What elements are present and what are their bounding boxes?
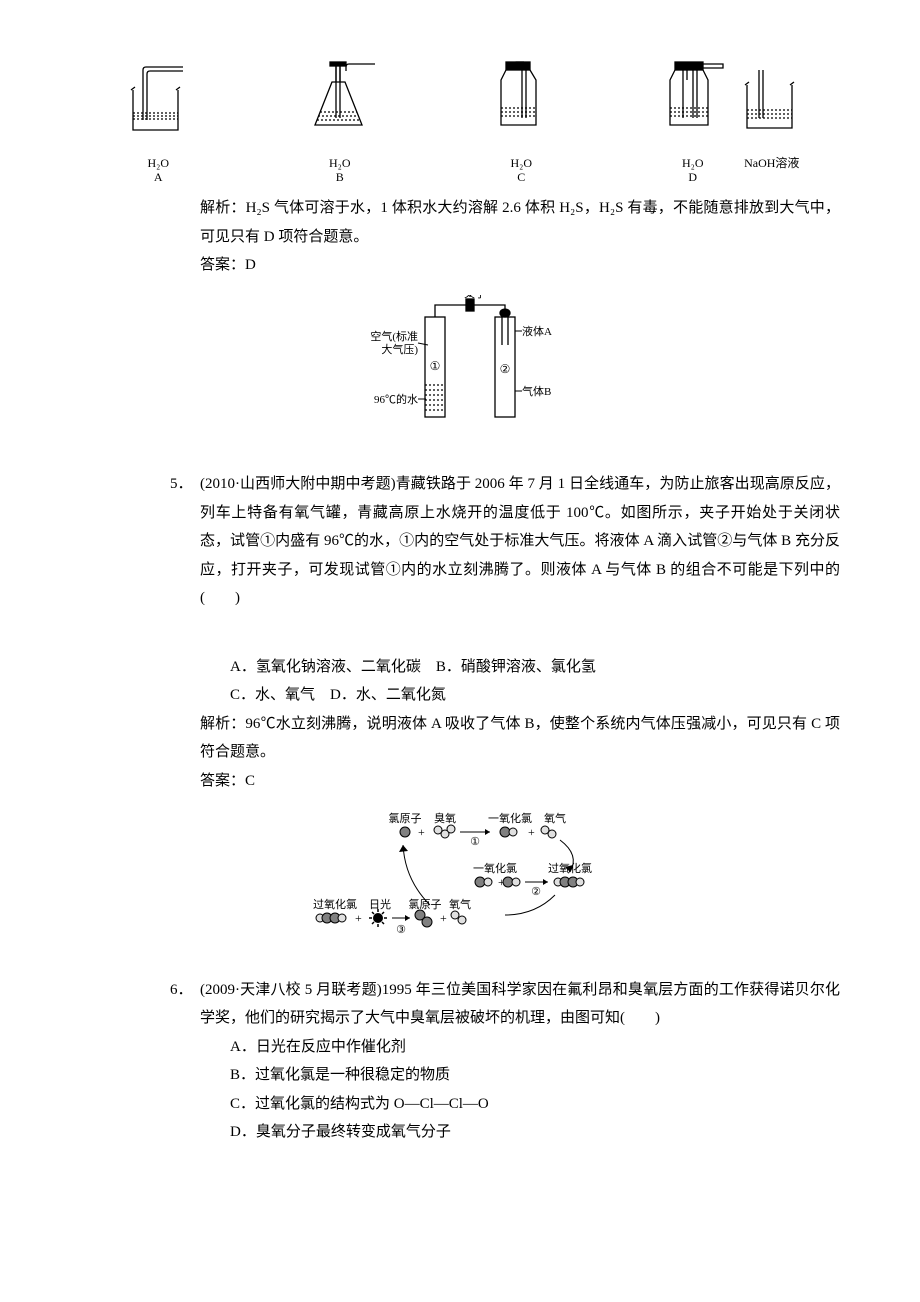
caption-d-right-pad (737, 170, 807, 184)
q5-optB: B．硝酸钾溶液、氯化氢 (436, 659, 596, 675)
caption-d-left-top: H₂O (653, 156, 733, 170)
q6-mid-r: 过氧化氯 (548, 861, 592, 875)
figure-q5: 夹子 空气(标准 大气压) ① 96℃的水 液体A ② 气体B (50, 295, 870, 456)
q6-bl3: 氯原子 (409, 897, 442, 911)
q5-water: 96℃的水 (374, 392, 418, 406)
q5: 5． (2010·山西师大附中期中考题)青藏铁路于 2006 年 7 月 1 日… (50, 470, 870, 613)
q6-optD: D．臭氧分子最终转变成氧气分子 (230, 1118, 840, 1147)
q5-air-l1: 空气(标准 (370, 329, 418, 343)
q5-num1: ① (430, 359, 441, 373)
beaker-d2-svg (737, 70, 807, 145)
caption-a-top: H₂O (113, 156, 203, 170)
bottle-d-svg (653, 60, 733, 145)
q6-mid-l: 一氧化氯 (473, 861, 517, 875)
q6-optB: B．过氧化氯是一种很稳定的物质 (230, 1061, 840, 1090)
svg-text:+: + (418, 825, 425, 839)
svg-text:+: + (528, 825, 535, 839)
answer-4: 答案：D (50, 251, 870, 280)
q6-top-r1: 一氧化氯 (488, 811, 532, 825)
apparatus-row: H₂O A H₂O B (70, 60, 850, 184)
q6-top-r2: 氧气 (544, 811, 566, 825)
apparatus-d: H₂O D NaOH溶液 (653, 60, 807, 184)
bottle-c-svg (476, 60, 566, 145)
q6-optC: C．过氧化氯的结构式为 O—Cl—Cl—O (230, 1090, 840, 1119)
q5-optD: D．水、二氧化氮 (330, 687, 446, 703)
q5-num: 5． (170, 470, 193, 499)
page: H₂O A H₂O B (0, 0, 920, 1302)
apparatus-a: H₂O A (113, 65, 203, 184)
svg-text:+: + (355, 911, 362, 925)
q5-air-l2: 大气压) (381, 342, 418, 356)
q6: 6． (2009·天津八校 5 月联考题)1995 年三位美国科学家因在氟利昂和… (50, 976, 870, 1033)
q5-text: (2010·山西师大附中期中考题)青藏铁路于 2006 年 7 月 1 日全线通… (200, 476, 840, 606)
caption-c-top: H₂O (476, 156, 566, 170)
caption-d-left-bottom: D (653, 170, 733, 184)
q6-text: (2009·天津八校 5 月联考题)1995 年三位美国科学家因在氟利昂和臭氧层… (200, 982, 840, 1027)
caption-c-bottom: C (476, 170, 566, 184)
q6-num: 6． (170, 976, 193, 1005)
q5-optA: A．氢氧化钠溶液、二氧化碳 (230, 659, 421, 675)
q6-top-mid: 臭氧 (434, 811, 456, 825)
q6-arrow3: ③ (396, 924, 406, 936)
q6-options: A．日光在反应中作催化剂 B．过氧化氯是一种很稳定的物质 C．过氧化氯的结构式为… (50, 1033, 870, 1147)
svg-text:+: + (440, 911, 447, 925)
q6-arrow1: ① (470, 836, 480, 848)
caption-a-bottom: A (113, 170, 203, 184)
q5-options: A．氢氧化钠溶液、二氧化碳 B．硝酸钾溶液、氯化氢 C．水、氧气 D．水、二氧化… (50, 653, 870, 710)
q5-svg: 夹子 空气(标准 大气压) ① 96℃的水 液体A ② 气体B (330, 295, 590, 445)
q6-bl4: 氧气 (449, 897, 471, 911)
caption-d-right: NaOH溶液 (737, 156, 807, 170)
apparatus-b: H₂O B (290, 60, 390, 184)
q5-liqA: 液体A (522, 324, 552, 338)
explain-4: 解析：H₂S 气体可溶于水，1 体积水大约溶解 2.6 体积 H₂S，H₂S 有… (50, 194, 870, 251)
q6-bl1: 过氧化氯 (313, 897, 357, 911)
q6-svg: 氯原子 臭氧 一氧化氯 氧气 + ① + 一氧化氯 过氧化氯 (280, 810, 640, 950)
figure-q6: 氯原子 臭氧 一氧化氯 氧气 + ① + 一氧化氯 过氧化氯 (50, 810, 870, 961)
answer-5: 答案：C (50, 767, 870, 796)
q6-bl2: 日光 (369, 897, 391, 911)
q5-optC: C．水、氧气 (230, 687, 315, 703)
caption-b-top: H₂O (290, 156, 390, 170)
q6-top-left: 氯原子 (389, 811, 422, 825)
q5-num2: ② (500, 362, 511, 376)
q5-gasB: 气体B (522, 384, 551, 398)
apparatus-c: H₂O C (476, 60, 566, 184)
q6-optA: A．日光在反应中作催化剂 (230, 1033, 840, 1062)
flask-b-svg (290, 60, 390, 145)
beaker-a-svg (113, 65, 203, 145)
caption-b-bottom: B (290, 170, 390, 184)
explain-5: 解析：96℃水立刻沸腾，说明液体 A 吸收了气体 B，使整个系统内气体压强减小，… (50, 710, 870, 767)
q6-arrow2: ② (531, 886, 541, 898)
q5-clamp-label: 夹子 (464, 295, 486, 300)
